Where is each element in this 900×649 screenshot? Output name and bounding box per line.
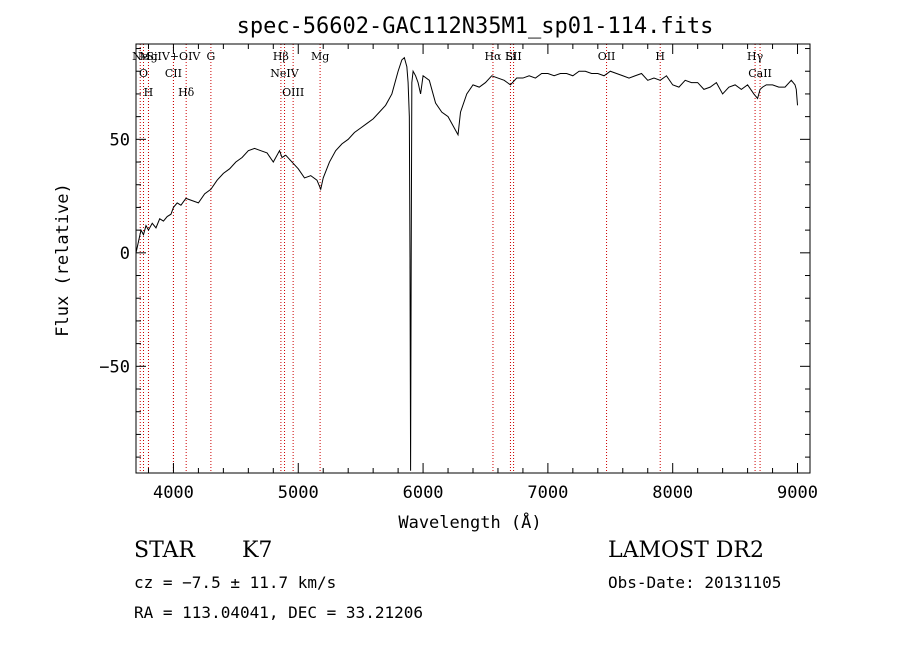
x-tick-label: 9000 [777,483,818,503]
spectral-subclass: K7 [242,538,273,563]
line-marker-label: H [655,50,665,63]
line-marker-label: SiIV+OIV [147,50,202,63]
line-marker-label: G [206,50,215,63]
line-marker-label: Mg [139,50,157,63]
line-marker-label: Hδ [178,86,195,99]
line-marker-label: Mg [311,50,329,63]
y-tick-label: −50 [99,357,130,377]
line-marker-group [139,44,761,473]
x-tick-label: 6000 [403,483,444,503]
line-marker-label: Hγ [747,50,764,63]
axis-ticks [136,44,810,473]
survey-name: LAMOST DR2 [608,538,764,563]
line-marker-label: CII [165,67,182,80]
chart-title: spec-56602-GAC112N35M1_sp01-114.fits [237,14,714,39]
line-marker-label: H [144,86,154,99]
plot-frame [135,43,811,474]
line-marker-label: CaII [748,67,772,80]
x-axis-label: Wavelength (Å) [398,511,541,533]
line-marker-label: O [139,67,148,80]
line-marker-label: Li [505,50,516,63]
y-axis-label: Flux (relative) [53,183,73,337]
line-marker-label: Hβ [273,50,289,63]
y-tick-label: 50 [110,130,130,150]
redshift-cz: cz = −7.5 ± 11.7 km/s [134,573,337,592]
x-tick-label: 5000 [278,483,319,503]
y-tick-label: 0 [120,244,130,264]
coordinates: RA = 113.04041, DEC = 33.21206 [134,603,423,622]
spectrum-line [135,56,799,471]
line-marker-label: OII [598,50,616,63]
line-marker-label: OIII [282,86,304,99]
object-type: STAR [134,538,195,563]
x-tick-label: 7000 [527,483,568,503]
x-tick-label: 4000 [153,483,194,503]
line-marker-label: SII [505,50,521,63]
observation-date: Obs-Date: 20131105 [608,573,782,592]
x-tick-label: 8000 [652,483,693,503]
axis-tick-labels: 4000 5000 6000 7000 8000 9000 −50 0 50 [99,130,818,503]
line-marker-label: Hα [484,50,502,63]
line-marker-label: NeIV [270,67,299,80]
